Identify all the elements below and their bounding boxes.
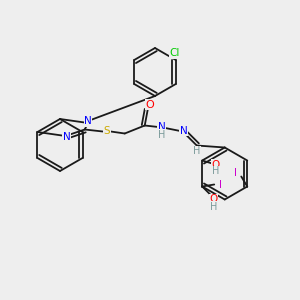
Text: N: N — [180, 125, 188, 136]
Text: S: S — [103, 127, 110, 136]
Text: H: H — [209, 202, 217, 212]
Text: O: O — [146, 100, 154, 110]
Text: H: H — [158, 130, 165, 140]
Text: O: O — [209, 194, 218, 205]
Text: N: N — [158, 122, 166, 131]
Text: O: O — [211, 160, 219, 170]
Text: I: I — [219, 179, 222, 190]
Text: Cl: Cl — [170, 48, 180, 59]
Text: H: H — [193, 146, 200, 157]
Text: N: N — [84, 116, 92, 126]
Text: H: H — [212, 167, 219, 176]
Text: I: I — [234, 167, 237, 178]
Text: N: N — [63, 132, 70, 142]
